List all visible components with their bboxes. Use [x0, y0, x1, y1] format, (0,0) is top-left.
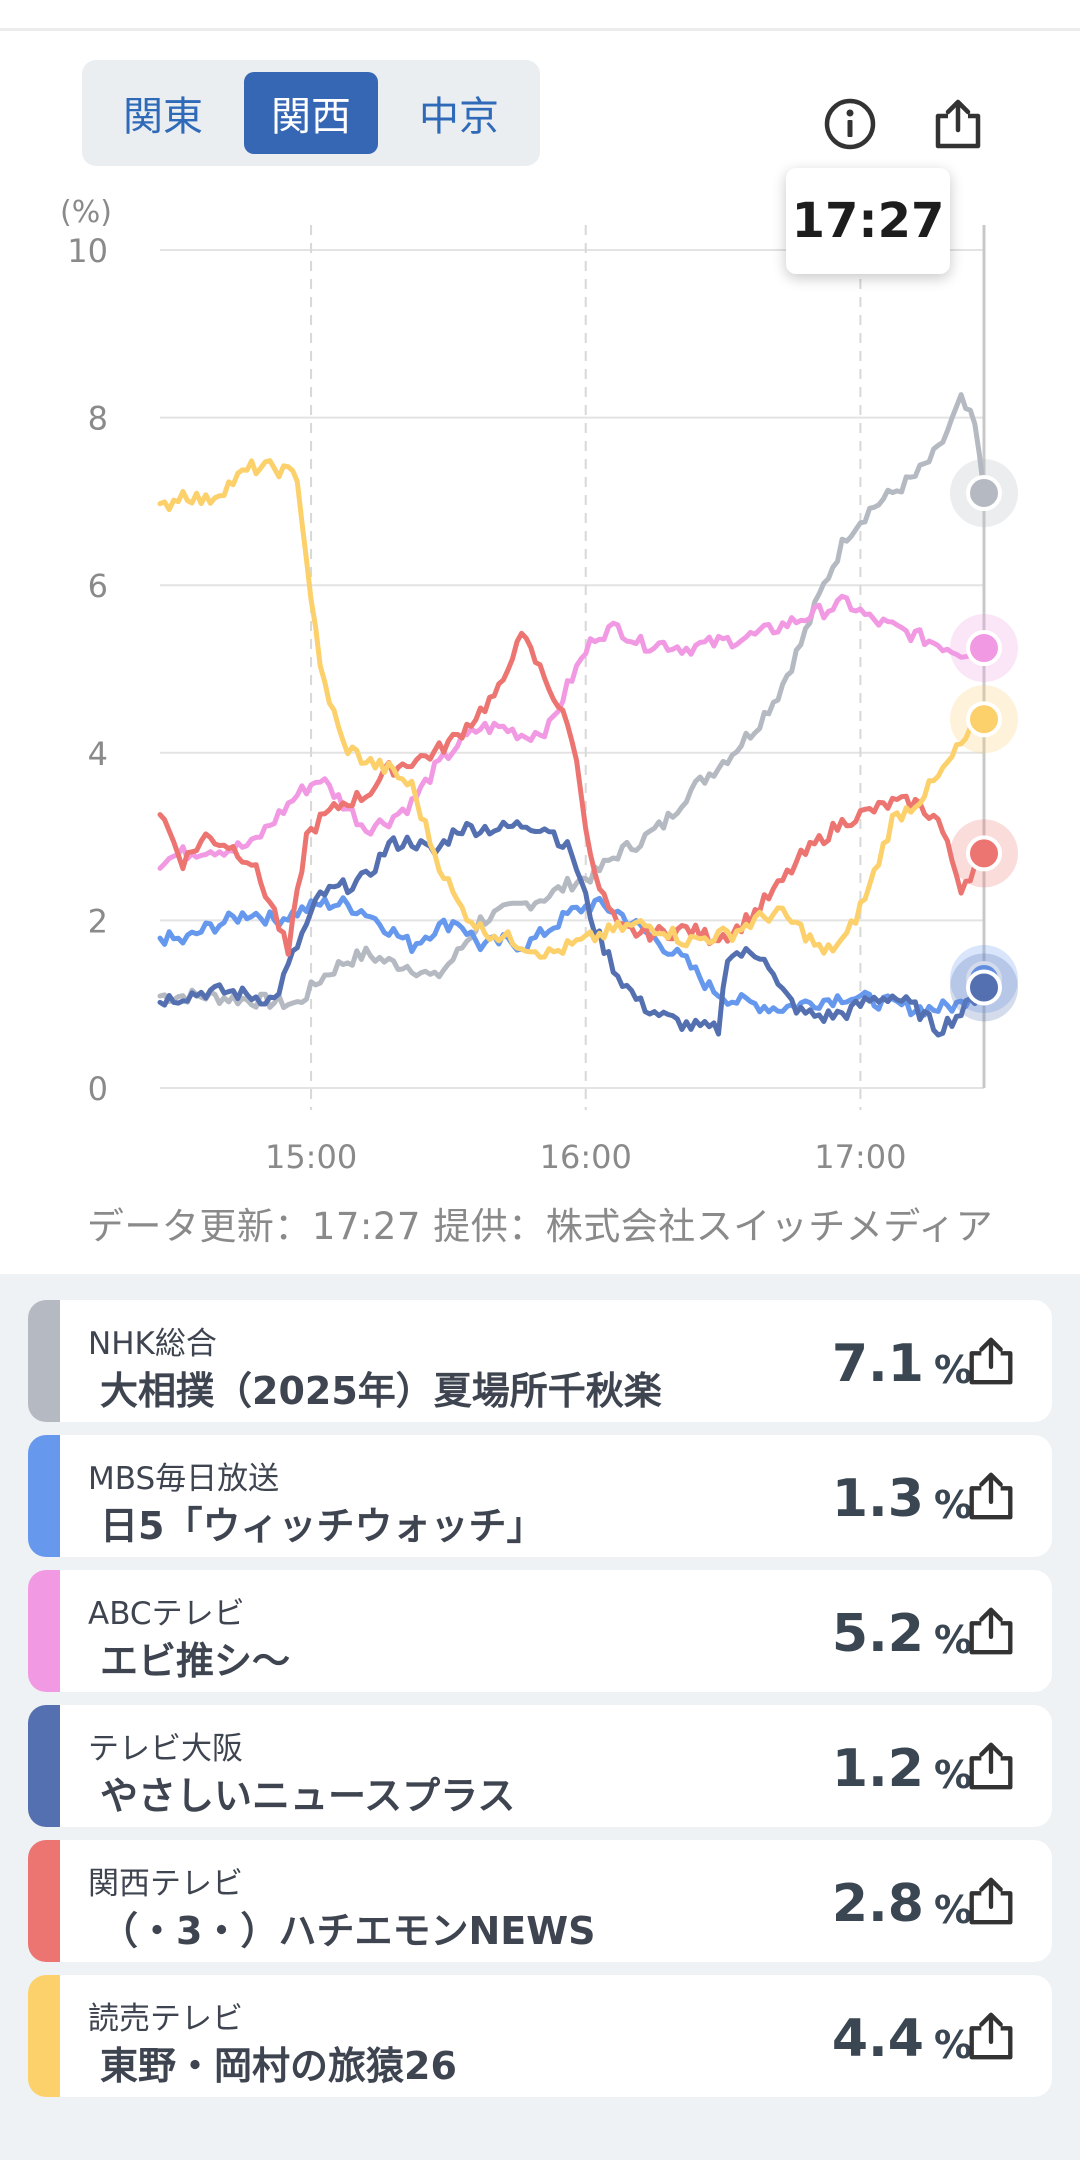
channel-list: NHK総合 大相撲（2025年）夏場所千秋楽 7.1 % MBS毎日放送 日5「…: [0, 1274, 1080, 2160]
series-marker: [966, 475, 1002, 512]
share-icon: [969, 1607, 1013, 1655]
program-title: 日5「ウィッチウォッチ」: [100, 1504, 545, 1548]
y-tick-label: 10: [67, 232, 108, 270]
channel-color-bar: [28, 1435, 60, 1557]
rating-value: 2.8: [831, 1874, 924, 1934]
top-divider: [0, 28, 1080, 31]
y-tick-label: 4: [88, 735, 108, 773]
share-program-button[interactable]: [964, 1602, 1018, 1660]
share-icon: [969, 1472, 1013, 1520]
series-line: [157, 630, 987, 957]
series-marker: [966, 701, 1002, 738]
tab-kansai[interactable]: 関西: [244, 72, 378, 154]
channel-card[interactable]: NHK総合 大相撲（2025年）夏場所千秋楽 7.1 %: [28, 1300, 1052, 1422]
channel-color-bar: [28, 1300, 60, 1422]
share-icon: [935, 99, 981, 149]
share-program-button[interactable]: [964, 1737, 1018, 1795]
series-line: [157, 895, 987, 1018]
channel-card[interactable]: テレビ大阪 やさしいニュースプラス 1.2 %: [28, 1705, 1052, 1827]
channel-color-bar: [28, 1705, 60, 1827]
chart-series: [157, 392, 987, 1038]
x-tick-label: 17:00: [814, 1138, 906, 1176]
chart-markers: [950, 459, 1018, 1022]
rating-value: 1.3: [831, 1469, 924, 1529]
series-marker: [966, 835, 1002, 872]
channel-name: 関西テレビ: [88, 1866, 243, 1902]
channel-card[interactable]: MBS毎日放送 日5「ウィッチウォッチ」 1.3 %: [28, 1435, 1052, 1557]
share-icon: [969, 1742, 1013, 1790]
y-tick-label: 6: [88, 567, 108, 605]
channel-color-bar: [28, 1570, 60, 1692]
region-tabs: 関東 関西 中京: [82, 60, 540, 166]
ratings-line-chart[interactable]: 10 8 6 4 2 0 (%) 15:00 16:00 17:00: [0, 0, 1080, 1190]
chart-labels: 10 8 6 4 2 0 (%) 15:00 16:00 17:00: [60, 195, 907, 1176]
channel-card[interactable]: 関西テレビ （・3・）ハチエモンNEWS 2.8 %: [28, 1840, 1052, 1962]
program-title: 大相撲（2025年）夏場所千秋楽: [100, 1369, 662, 1413]
channel-color-bar: [28, 1975, 60, 2097]
series-marker: [966, 630, 1002, 667]
channel-name: テレビ大阪: [88, 1731, 243, 1767]
channel-name: MBS毎日放送: [88, 1461, 280, 1497]
data-source-text: データ更新：17:27 提供：株式会社スイッチメディア: [86, 1205, 994, 1248]
y-tick-label: 2: [88, 902, 108, 940]
channel-name: NHK総合: [88, 1326, 217, 1362]
rating-value: 1.2: [831, 1739, 924, 1799]
share-program-button[interactable]: [964, 1872, 1018, 1930]
y-tick-label: 8: [88, 400, 108, 438]
series-line: [157, 593, 987, 871]
series-line: [157, 819, 987, 1038]
channel-card[interactable]: 読売テレビ 東野・岡村の旅猿26 4.4 %: [28, 1975, 1052, 2097]
time-tooltip: 17:27: [786, 168, 950, 274]
rating-value: 5.2: [831, 1604, 924, 1664]
info-icon: [824, 98, 876, 150]
share-program-button[interactable]: [964, 2007, 1018, 2065]
x-tick-label: 16:00: [540, 1138, 632, 1176]
share-button[interactable]: [930, 96, 986, 152]
program-title: （・3・）ハチエモンNEWS: [100, 1909, 596, 1953]
program-title: やさしいニュースプラス: [100, 1774, 516, 1818]
info-button[interactable]: [822, 96, 878, 152]
share-icon: [969, 2012, 1013, 2060]
channel-card[interactable]: ABCテレビ エビ推シ〜 5.2 %: [28, 1570, 1052, 1692]
y-unit-label: (%): [60, 195, 112, 230]
program-title: エビ推シ〜: [100, 1639, 291, 1683]
rating-value: 4.4: [831, 2009, 924, 2069]
y-tick-label: 0: [88, 1070, 108, 1108]
share-icon: [969, 1337, 1013, 1385]
share-icon: [969, 1877, 1013, 1925]
x-tick-label: 15:00: [265, 1138, 357, 1176]
program-title: 東野・岡村の旅猿26: [100, 2044, 457, 2088]
tab-kanto[interactable]: 関東: [123, 94, 203, 140]
rating-value: 7.1: [831, 1334, 924, 1394]
channel-name: ABCテレビ: [88, 1596, 245, 1632]
tab-chukyo[interactable]: 中京: [419, 94, 499, 140]
series-line: [157, 392, 987, 1011]
channel-name: 読売テレビ: [88, 2001, 243, 2037]
share-program-button[interactable]: [964, 1467, 1018, 1525]
series-line: [157, 458, 987, 960]
share-program-button[interactable]: [964, 1332, 1018, 1390]
channel-color-bar: [28, 1840, 60, 1962]
series-marker: [966, 969, 1002, 1006]
